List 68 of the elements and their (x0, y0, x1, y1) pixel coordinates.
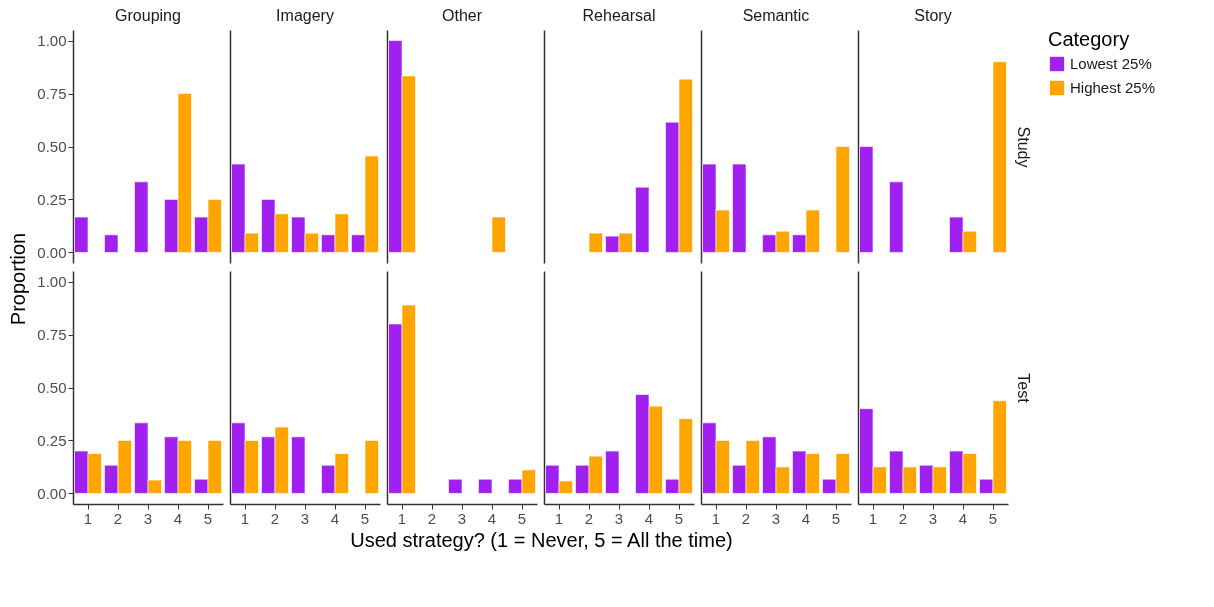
x-tick-label: 3 (928, 509, 938, 527)
x-tick-label: 5 (360, 509, 370, 527)
x-tick-label: 5 (988, 509, 998, 527)
x-tick-label: 2 (741, 509, 751, 527)
x-tick-label: 5 (831, 509, 841, 527)
x-tick-label: 2 (270, 509, 280, 527)
x-tick-label: 1 (83, 509, 93, 527)
bar (835, 146, 850, 253)
x-tick-label: 3 (143, 509, 153, 527)
chart-title: Imagery (276, 7, 334, 24)
x-tick-label: 3 (457, 509, 467, 527)
x-tick-label: 5 (203, 509, 213, 527)
bar (134, 181, 149, 253)
x-tick-label: 1 (554, 509, 564, 527)
x-tick-label: 2 (898, 509, 908, 527)
x-tick-label: 3 (300, 509, 310, 527)
y-tick-label: 0.50 (37, 138, 67, 155)
x-axis-title: Used strategy? (1 = Never, 5 = All the time) (350, 528, 733, 551)
bar (588, 232, 603, 253)
y-tick-label: 0.00 (37, 484, 67, 502)
legend-title: Category (1048, 28, 1130, 50)
legend-label: Lowest 25% (1070, 55, 1152, 72)
chart-title: Grouping (115, 7, 181, 24)
x-tick-label: 4 (173, 509, 183, 527)
x-tick-label: 4 (330, 509, 340, 527)
y-tick-label: 0.75 (37, 326, 67, 344)
x-tick-label: 5 (517, 509, 527, 527)
y-tick-label: 0.25 (37, 190, 67, 208)
x-tick-label: 4 (644, 509, 654, 527)
bar (291, 436, 306, 494)
bar (364, 440, 379, 494)
chart-title: Story (914, 7, 952, 24)
bar (889, 181, 904, 253)
x-tick-label: 2 (427, 509, 437, 527)
x-tick-label: 4 (487, 509, 497, 527)
bar (478, 478, 493, 494)
x-tick-label: 4 (958, 509, 968, 527)
bar (732, 163, 747, 253)
y-axis-title: Proportion (6, 232, 29, 326)
x-tick-label: 1 (240, 509, 250, 527)
y2-axis-title: Study (1014, 126, 1032, 168)
bar (74, 216, 89, 253)
bar (859, 146, 874, 253)
bar (448, 478, 463, 494)
x-tick-label: 1 (711, 509, 721, 527)
chart-title: Semantic (742, 7, 810, 24)
x-tick-label: 3 (614, 509, 624, 527)
y-tick-label: 1.00 (37, 273, 67, 291)
legend-label: Highest 25% (1070, 79, 1156, 96)
x-tick-label: 1 (397, 509, 407, 527)
y2-axis-title: Test (1014, 373, 1032, 404)
y-tick-label: 0.50 (37, 379, 67, 396)
y-tick-label: 0.25 (37, 431, 67, 449)
bar (992, 61, 1007, 253)
x-tick-label: 2 (113, 509, 123, 527)
y-tick-label: 1.00 (37, 32, 67, 50)
bar (605, 450, 620, 494)
x-tick-label: 5 (674, 509, 684, 527)
chart-title: Other (441, 7, 483, 24)
y-tick-label: 0.75 (37, 85, 67, 103)
bar (104, 234, 119, 253)
bar (635, 186, 650, 253)
x-tick-label: 2 (584, 509, 594, 527)
x-tick-label: 1 (868, 509, 878, 527)
x-tick-label: 4 (801, 509, 811, 527)
x-tick-label: 3 (771, 509, 781, 527)
chart-title: Rehearsal (582, 7, 656, 24)
y-tick-label: 0.00 (37, 243, 67, 261)
